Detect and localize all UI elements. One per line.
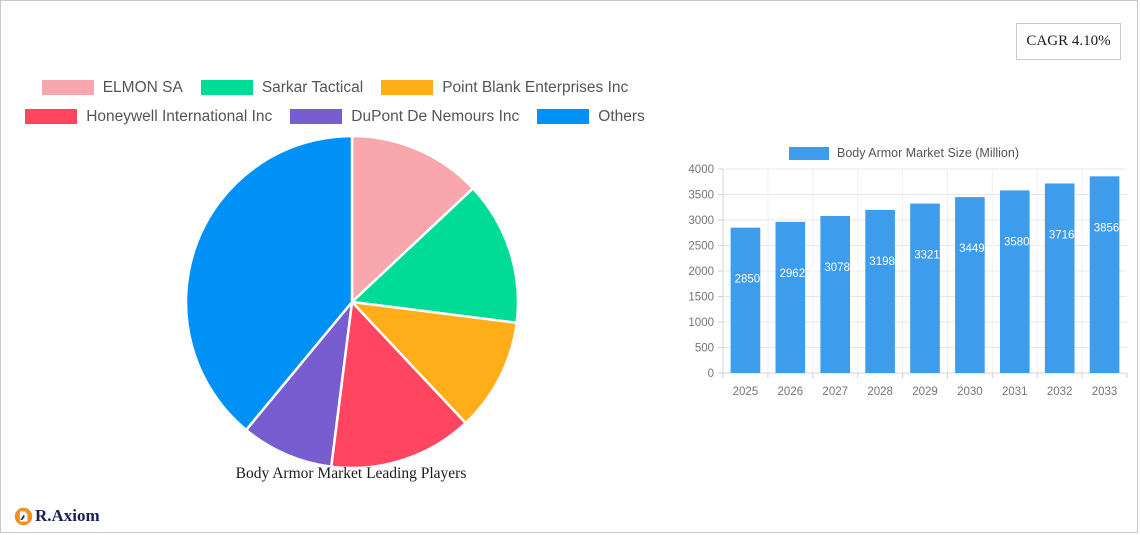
pie-chart-svg (184, 134, 520, 470)
pie-legend-item-sarkar-tactical[interactable]: Sarkar Tactical (200, 78, 364, 97)
x-axis-label: 2025 (733, 386, 759, 398)
bar-chart-svg: 0 500 1000 1500 2000 2500 3000 3500 4000 2850 296… (688, 164, 1135, 398)
pie-chart-title: Body Armor Market Leading Players (235, 465, 467, 482)
bar[interactable] (910, 203, 940, 373)
brand-logo-text: R.Axiom (35, 506, 100, 525)
brand-logo: R.Axiom (14, 506, 100, 526)
pie-legend: ELMON SA Sarkar Tactical Point Blank Ent… (1, 73, 669, 131)
bar-chart-bars: 2850 2962.85 3078.973198.613321.983449.213… (730, 176, 1135, 373)
legend-swatch-icon (381, 80, 434, 95)
x-axis-label: 2026 (778, 386, 804, 398)
pie-legend-label: Sarkar Tactical (261, 78, 364, 96)
x-axis-label: 2028 (867, 386, 893, 398)
bar[interactable] (730, 227, 761, 373)
bar-chart-panel: Body Armor Market Size (Million) 0 500 100… (673, 141, 1135, 413)
pie-legend-row-1: ELMON SA Sarkar Tactical Point Blank Ent… (1, 73, 669, 102)
bar[interactable] (865, 209, 895, 373)
bar-chart-y-axis-labels: 0 500 1000 1500 2000 2500 3000 3500 4000 (688, 164, 714, 380)
bar-value-label: 3198.61 (869, 256, 911, 268)
pie-slice[interactable] (348, 300, 519, 425)
bar[interactable] (1089, 176, 1120, 373)
bar-value-label: 3321.98 (914, 250, 956, 262)
x-axis-label: 2032 (1047, 386, 1073, 398)
bar[interactable] (820, 215, 851, 373)
pie-legend-item-dupont-de-nemours-inc[interactable]: DuPont De Nemours Inc (290, 108, 519, 126)
bar-value-label: 2850 (735, 274, 761, 286)
legend-swatch-icon (789, 146, 829, 160)
bar[interactable] (999, 190, 1030, 373)
bar-chart-x-axis-labels: 2025 2026 2027 2028 2029 2030 2031 2032 2033 (722, 373, 1128, 398)
bar[interactable] (1044, 183, 1075, 373)
y-axis-label: 3000 (688, 215, 714, 227)
pie-legend-item-honeywell-international-inc[interactable]: Honeywell International Inc (25, 108, 272, 126)
bar-value-label: 3078.97 (824, 262, 866, 274)
legend-swatch-icon (25, 109, 78, 124)
bar-chart-legend: Body Armor Market Size (Million) (673, 146, 1135, 160)
bar-legend-item-market-size[interactable]: Body Armor Market Size (Million) (789, 146, 1019, 160)
pie-slice-group (184, 134, 520, 470)
bar-legend-label: Body Armor Market Size (Million) (837, 146, 1019, 160)
pie-legend-item-point-blank-enterprises-inc[interactable]: Point Blank Enterprises Inc (381, 79, 628, 97)
x-axis-label: 2029 (912, 386, 938, 398)
pie-slice[interactable] (184, 134, 354, 432)
legend-swatch-icon (41, 80, 94, 95)
pie-legend-item-others[interactable]: Others (537, 108, 645, 126)
legend-swatch-icon (290, 109, 343, 124)
pie-legend-label: Point Blank Enterprises Inc (442, 78, 629, 96)
x-axis-label: 2033 (1092, 386, 1118, 398)
legend-swatch-icon (200, 80, 253, 95)
pie-legend-label: ELMON SA (102, 78, 183, 96)
pie-slice[interactable] (349, 186, 520, 325)
y-axis-label: 3500 (688, 190, 714, 202)
bar-value-label: 2962.85 (780, 268, 822, 280)
x-axis-label: 2031 (1002, 386, 1028, 398)
y-axis-label: 0 (708, 368, 714, 380)
pie-legend-row-2: Honeywell International Inc DuPont De Ne… (1, 102, 669, 131)
y-axis-label: 2500 (688, 241, 714, 253)
cagr-badge: CAGR 4.10% (1016, 23, 1121, 60)
pie-slice[interactable] (350, 134, 475, 305)
bar-value-label: 3580.51 (1004, 236, 1046, 248)
y-axis-label: 500 (695, 343, 714, 355)
bar[interactable] (955, 197, 985, 373)
pie-legend-item-elmon-sa[interactable]: ELMON SA (41, 78, 183, 97)
y-axis-label: 4000 (688, 164, 714, 176)
y-axis-label: 1500 (688, 292, 714, 304)
y-axis-label: 2000 (688, 266, 714, 278)
document-mark-icon (14, 507, 33, 525)
x-axis-label: 2027 (822, 386, 848, 398)
bar-value-label: 3716.25 (1049, 229, 1091, 241)
x-axis-label: 2030 (957, 386, 983, 398)
bar[interactable] (775, 221, 806, 373)
bar-value-label: 3856.48 (1094, 222, 1135, 234)
pie-chart (184, 134, 520, 470)
bar-value-label: 3449.21 (959, 243, 1001, 255)
pie-legend-label: DuPont De Nemours Inc (351, 107, 520, 125)
y-axis-label: 1000 (688, 317, 714, 329)
legend-swatch-icon (537, 109, 590, 124)
pie-legend-label: Others (598, 107, 645, 125)
pie-legend-label: Honeywell International Inc (86, 107, 273, 125)
pie-slice[interactable] (244, 297, 354, 469)
cagr-badge-label: CAGR 4.10% (1026, 33, 1111, 49)
pie-slice[interactable] (329, 299, 468, 470)
